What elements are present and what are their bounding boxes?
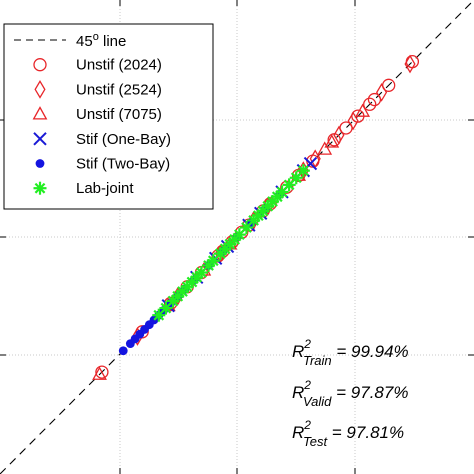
r-squared-symbol: R xyxy=(292,423,304,442)
r-squared-subscript: Valid xyxy=(303,394,332,409)
data-point-unstif-2524 xyxy=(333,125,345,145)
r-squared-value: = 99.94% xyxy=(332,342,409,361)
data-point-unstif-2524 xyxy=(376,83,388,102)
r-squared-subscript: Train xyxy=(303,353,332,368)
data-point-unstif-7075 xyxy=(317,141,333,155)
legend-label-unstif-2024: Unstif (2024) xyxy=(76,57,162,74)
data-points-layer xyxy=(92,54,420,380)
r-squared-subscript: Test xyxy=(303,434,328,449)
legend-swatch-stif-two-bay xyxy=(35,159,45,168)
reference-label-degree: o xyxy=(93,31,99,43)
r-squared-test: R2 Test = 97.81% xyxy=(292,418,404,449)
data-point-unstif-2524 xyxy=(404,54,416,74)
reference-label-number: 45 xyxy=(76,33,93,50)
r-squared-exponent: 2 xyxy=(303,378,311,392)
legend-label-stif-two-bay: Stif (Two-Bay) xyxy=(76,156,170,173)
data-point-unstif-2024 xyxy=(95,365,109,379)
r-squared-valid: R2 Valid = 97.87% xyxy=(292,378,408,409)
data-point-unstif-2024 xyxy=(363,97,377,111)
r-squared-annotations: R2 Train = 99.94%R2 Valid = 97.87%R2 Test =… xyxy=(292,337,409,449)
legend-label-unstif-2524: Unstif (2524) xyxy=(76,81,162,98)
legend-label-reference: 45o line xyxy=(76,31,126,50)
legend-items: Unstif (2024) Unstif (2524) Unstif (7075) S… xyxy=(14,39,171,197)
r-squared-value: = 97.87% xyxy=(331,383,408,402)
data-point-unstif-2524 xyxy=(347,111,359,131)
r-squared-symbol: R xyxy=(292,342,304,361)
legend-swatch-stif-one-bay xyxy=(33,132,47,146)
data-point-lab-joint xyxy=(166,294,180,308)
legend-label-unstif-7075: Unstif (7075) xyxy=(76,106,162,123)
legend-swatch-lab-joint xyxy=(33,181,47,195)
legend-swatch-unstif-2024 xyxy=(33,58,47,72)
data-point-lab-joint xyxy=(296,164,310,178)
data-point-unstif-7075 xyxy=(355,103,371,117)
legend-label-lab-joint: Lab-joint xyxy=(76,180,134,197)
r-squared-exponent: 2 xyxy=(303,337,311,351)
x-marker-stroke xyxy=(33,132,47,146)
r-squared-symbol: R xyxy=(292,383,304,402)
data-point-unstif-7075 xyxy=(92,366,107,380)
data-point-lab-joint xyxy=(159,301,173,315)
data-point-unstif-7075 xyxy=(324,134,340,148)
data-point-stif-two-bay xyxy=(118,346,128,356)
legend: Unstif (2024) Unstif (2524) Unstif (7075) S… xyxy=(3,23,214,210)
legend-swatch-unstif-7075 xyxy=(32,106,48,120)
legend-box xyxy=(3,23,214,210)
legend-swatch-unstif-2524 xyxy=(34,80,46,99)
r-squared-exponent: 2 xyxy=(303,418,311,432)
r-squared-train: R2 Train = 99.94% xyxy=(292,337,409,368)
asterisk-marker-stroke xyxy=(297,165,309,177)
series-lab-joint xyxy=(152,164,310,322)
asterisk-marker-stroke xyxy=(34,182,46,194)
r-squared-value: = 97.81% xyxy=(327,423,404,442)
reference-label-suffix: line xyxy=(99,33,127,50)
legend-label-stif-one-bay: Stif (One-Bay) xyxy=(76,131,171,148)
